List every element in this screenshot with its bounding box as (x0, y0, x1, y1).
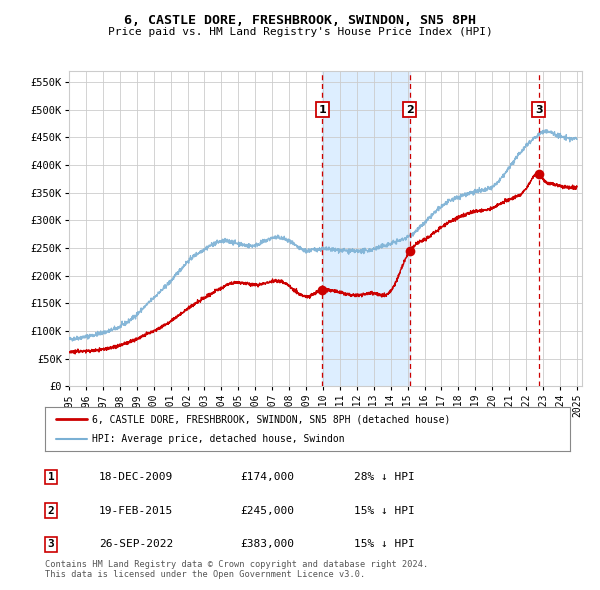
Text: 15% ↓ HPI: 15% ↓ HPI (354, 539, 415, 549)
Text: 6, CASTLE DORE, FRESHBROOK, SWINDON, SN5 8PH (detached house): 6, CASTLE DORE, FRESHBROOK, SWINDON, SN5… (92, 414, 451, 424)
Text: 2: 2 (47, 506, 55, 516)
Text: 18-DEC-2009: 18-DEC-2009 (99, 472, 173, 482)
Text: £245,000: £245,000 (240, 506, 294, 516)
Text: £174,000: £174,000 (240, 472, 294, 482)
Text: 28% ↓ HPI: 28% ↓ HPI (354, 472, 415, 482)
Text: 1: 1 (47, 472, 55, 482)
Text: 6, CASTLE DORE, FRESHBROOK, SWINDON, SN5 8PH: 6, CASTLE DORE, FRESHBROOK, SWINDON, SN5… (124, 14, 476, 27)
Text: Contains HM Land Registry data © Crown copyright and database right 2024.
This d: Contains HM Land Registry data © Crown c… (45, 560, 428, 579)
Text: £383,000: £383,000 (240, 539, 294, 549)
Text: 15% ↓ HPI: 15% ↓ HPI (354, 506, 415, 516)
Text: HPI: Average price, detached house, Swindon: HPI: Average price, detached house, Swin… (92, 434, 345, 444)
Text: Price paid vs. HM Land Registry's House Price Index (HPI): Price paid vs. HM Land Registry's House … (107, 28, 493, 37)
Text: 3: 3 (47, 539, 55, 549)
Text: 3: 3 (535, 104, 542, 114)
Text: 19-FEB-2015: 19-FEB-2015 (99, 506, 173, 516)
Text: 26-SEP-2022: 26-SEP-2022 (99, 539, 173, 549)
Bar (322, 71, 410, 386)
Text: 2: 2 (406, 104, 413, 114)
Text: 1: 1 (319, 104, 326, 114)
